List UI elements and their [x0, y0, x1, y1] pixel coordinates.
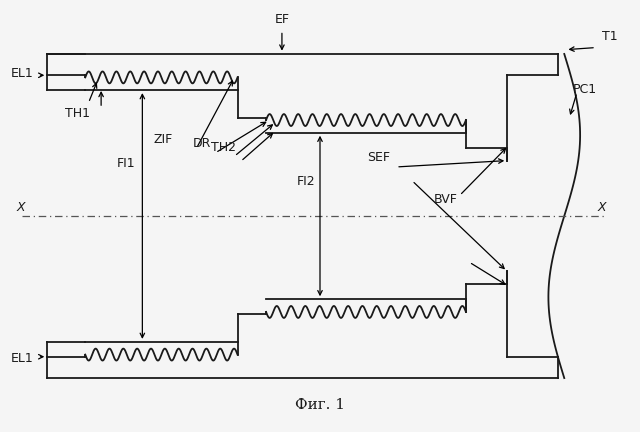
- Text: EF: EF: [275, 13, 289, 26]
- Text: ZIF: ZIF: [154, 133, 173, 146]
- Text: SEF: SEF: [367, 151, 390, 164]
- Text: PC1: PC1: [573, 83, 596, 96]
- Text: TH2: TH2: [211, 141, 236, 154]
- Text: Фиг. 1: Фиг. 1: [295, 398, 345, 412]
- Text: EL1: EL1: [10, 353, 33, 365]
- Text: T1: T1: [602, 30, 618, 43]
- Text: FI2: FI2: [297, 175, 316, 188]
- Text: DR: DR: [193, 137, 211, 150]
- Text: FI1: FI1: [117, 157, 136, 170]
- Text: BVF: BVF: [434, 193, 458, 206]
- Text: TH1: TH1: [65, 107, 90, 120]
- Text: X: X: [16, 201, 25, 214]
- Text: EL1: EL1: [10, 67, 33, 79]
- Text: X: X: [598, 201, 607, 214]
